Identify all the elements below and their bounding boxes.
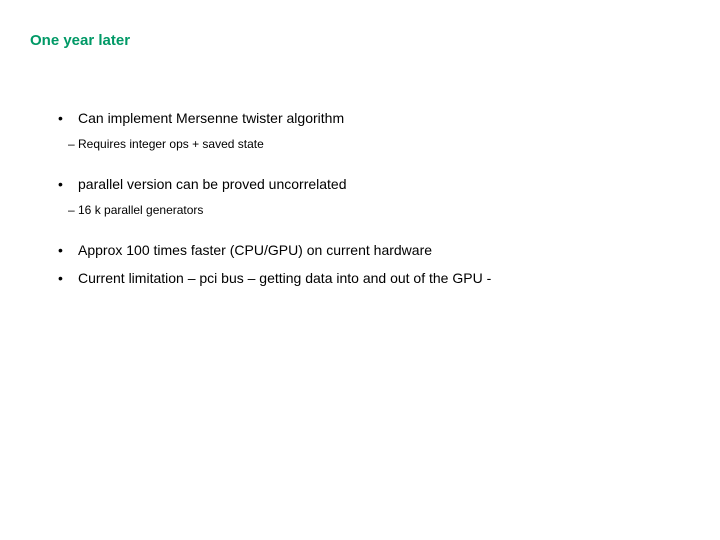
sub-item: – Requires integer ops + saved state [58, 137, 690, 153]
bullet-text: Can implement Mersenne twister algorithm [78, 110, 344, 126]
bullet-text: parallel version can be proved uncorrela… [78, 176, 347, 192]
bullet-text: Current limitation – pci bus – getting d… [78, 270, 491, 286]
list-item: Current limitation – pci bus – getting d… [58, 269, 690, 287]
list-item: Can implement Mersenne twister algorithm [58, 109, 690, 127]
list-item: Approx 100 times faster (CPU/GPU) on cur… [58, 241, 690, 259]
slide: One year later Can implement Mersenne tw… [0, 0, 720, 540]
bullet-list: Can implement Mersenne twister algorithm… [30, 109, 690, 287]
slide-title: One year later [30, 32, 690, 49]
list-item: parallel version can be proved uncorrela… [58, 175, 690, 193]
sub-item: – 16 k parallel generators [58, 203, 690, 219]
bullet-text: Approx 100 times faster (CPU/GPU) on cur… [78, 242, 432, 258]
